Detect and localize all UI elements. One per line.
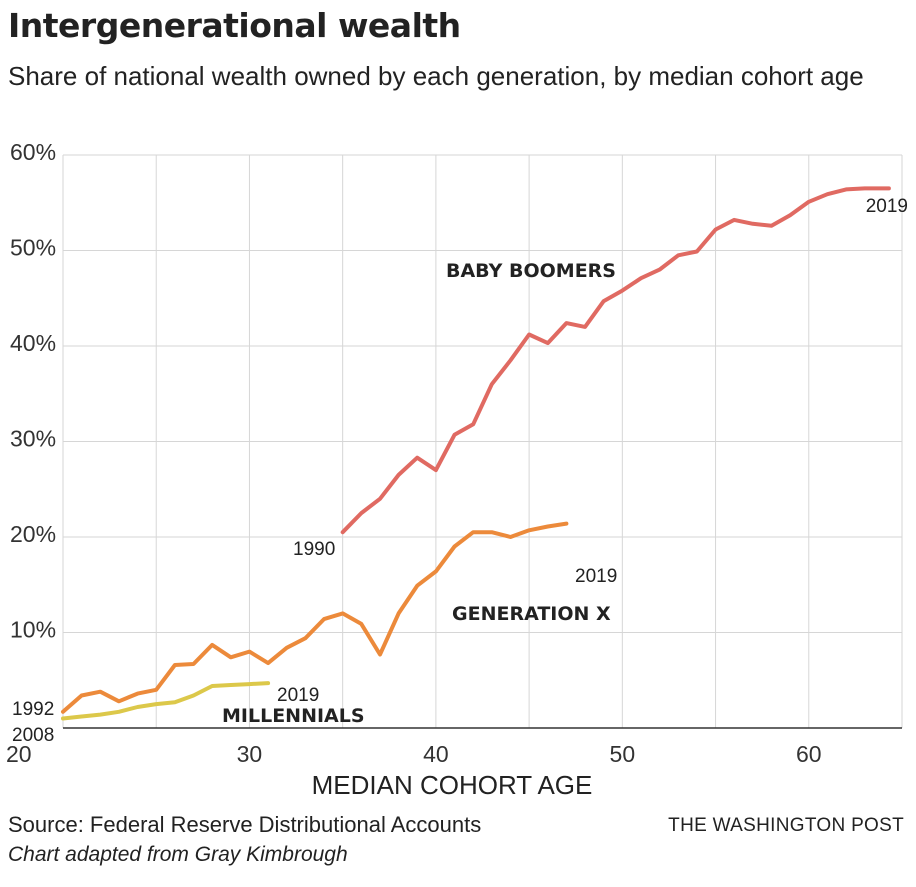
x-tick-label: 30 <box>237 741 263 767</box>
x-tick-label: 40 <box>423 741 449 767</box>
x-tick-label: 60 <box>796 741 822 767</box>
y-tick-label: 10% <box>10 617 56 643</box>
x-axis-label: MEDIAN COHORT AGE <box>312 770 593 800</box>
series-start-label-generation-x: 1992 <box>12 699 54 720</box>
series-layer <box>61 186 891 721</box>
series-name-generation-x: GENERATION X <box>452 603 611 625</box>
chart-title: Intergenerational wealth <box>8 6 461 45</box>
x-tick-label: 50 <box>610 741 636 767</box>
chart-subtitle: Share of national wealth owned by each g… <box>8 61 864 91</box>
y-tick-label: 40% <box>10 330 56 356</box>
credit-note: Chart adapted from Gray Kimbrough <box>8 843 348 866</box>
y-tick-label: 20% <box>10 521 56 547</box>
publisher-logo: THE WASHINGTON POST <box>668 815 904 836</box>
series-labels: BABY BOOMERS 1990 2019 GENERATION X 1992 2019… <box>12 196 908 746</box>
y-tick-label: 30% <box>10 426 56 452</box>
series-end-label-baby-boomers: 2019 <box>866 196 908 217</box>
series-end-label-millennials: 2019 <box>277 685 319 706</box>
series-name-millennials: MILLENNIALS <box>222 705 365 727</box>
source-note: Source: Federal Reserve Distributional A… <box>8 812 482 837</box>
y-tick-label: 50% <box>10 235 56 261</box>
axes: 10% 20% 30% 40% 50% 60% 20 30 40 50 60 MEDIAN COHOR… <box>6 139 902 800</box>
series-line-baby-boomers <box>340 186 891 535</box>
series-line-millennials <box>61 681 271 721</box>
x-tick-label: 20 <box>6 741 32 767</box>
grid-lines <box>62 154 903 728</box>
series-start-label-baby-boomers: 1990 <box>293 539 335 560</box>
series-end-label-generation-x: 2019 <box>575 566 617 587</box>
line-chart: 10% 20% 30% 40% 50% 60% 20 30 40 50 60 MEDIAN COHOR… <box>6 139 908 800</box>
series-name-baby-boomers: BABY BOOMERS <box>446 260 616 282</box>
series-line-generation-x <box>61 521 569 714</box>
series-start-label-millennials: 2008 <box>12 725 54 746</box>
y-tick-label: 60% <box>10 139 56 165</box>
